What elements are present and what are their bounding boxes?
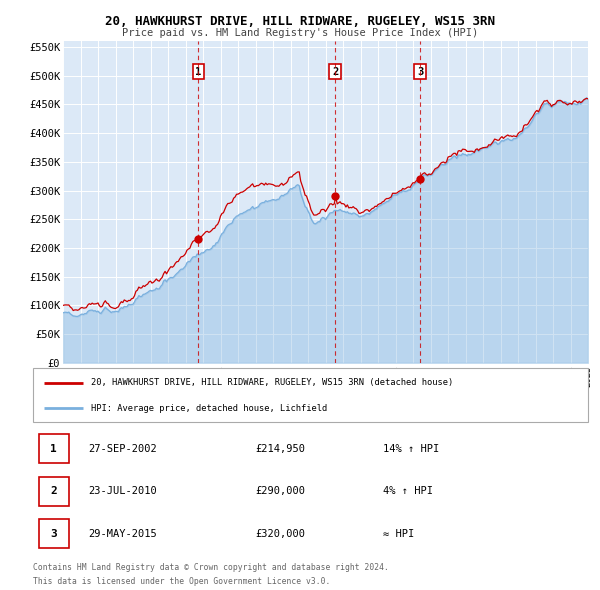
Text: 2: 2 <box>332 67 338 77</box>
Text: HPI: Average price, detached house, Lichfield: HPI: Average price, detached house, Lich… <box>91 404 328 413</box>
Text: 20, HAWKHURST DRIVE, HILL RIDWARE, RUGELEY, WS15 3RN: 20, HAWKHURST DRIVE, HILL RIDWARE, RUGEL… <box>105 15 495 28</box>
Text: This data is licensed under the Open Government Licence v3.0.: This data is licensed under the Open Gov… <box>33 577 331 586</box>
Text: 3: 3 <box>50 529 57 539</box>
Text: £290,000: £290,000 <box>255 486 305 496</box>
Text: ≈ HPI: ≈ HPI <box>383 529 414 539</box>
Text: Price paid vs. HM Land Registry's House Price Index (HPI): Price paid vs. HM Land Registry's House … <box>122 28 478 38</box>
FancyBboxPatch shape <box>38 434 69 463</box>
Text: 27-SEP-2002: 27-SEP-2002 <box>89 444 157 454</box>
Text: 1: 1 <box>196 67 202 77</box>
Text: 2: 2 <box>50 486 57 496</box>
Text: £214,950: £214,950 <box>255 444 305 454</box>
Text: 23-JUL-2010: 23-JUL-2010 <box>89 486 157 496</box>
Text: 4% ↑ HPI: 4% ↑ HPI <box>383 486 433 496</box>
Text: £320,000: £320,000 <box>255 529 305 539</box>
Text: 20, HAWKHURST DRIVE, HILL RIDWARE, RUGELEY, WS15 3RN (detached house): 20, HAWKHURST DRIVE, HILL RIDWARE, RUGEL… <box>91 378 454 387</box>
Text: 29-MAY-2015: 29-MAY-2015 <box>89 529 157 539</box>
Text: 3: 3 <box>417 67 424 77</box>
Text: Contains HM Land Registry data © Crown copyright and database right 2024.: Contains HM Land Registry data © Crown c… <box>33 563 389 572</box>
FancyBboxPatch shape <box>38 477 69 506</box>
Text: 1: 1 <box>50 444 57 454</box>
FancyBboxPatch shape <box>38 519 69 548</box>
FancyBboxPatch shape <box>33 368 588 422</box>
Text: 14% ↑ HPI: 14% ↑ HPI <box>383 444 439 454</box>
